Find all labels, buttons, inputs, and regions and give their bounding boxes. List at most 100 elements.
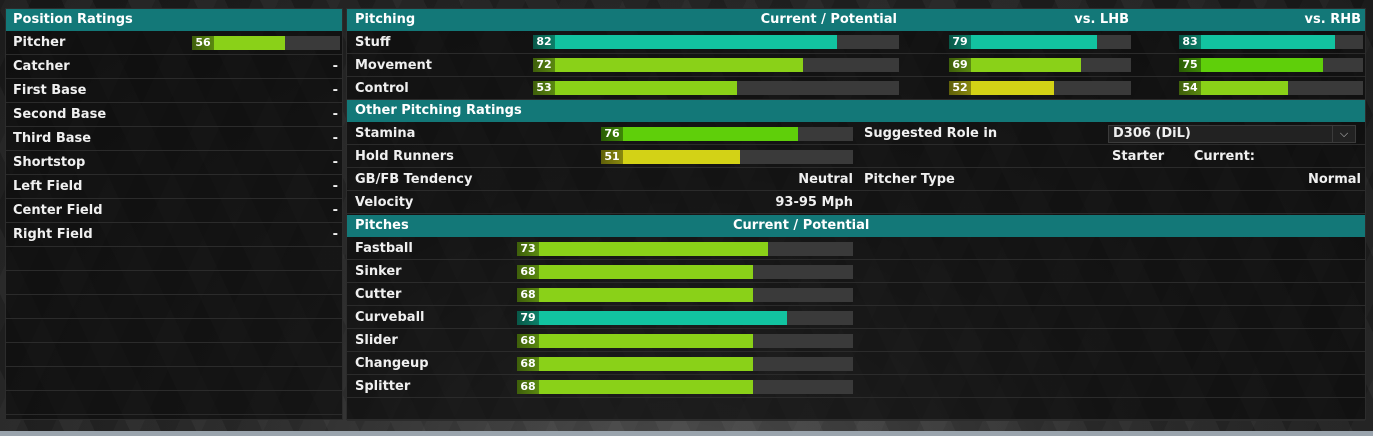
current-role-value: Starter: [1112, 149, 1165, 164]
position-row-first-base: First Base -: [6, 79, 342, 103]
other-ratings-title: Other Pitching Ratings: [355, 103, 522, 118]
empty-row: [6, 391, 342, 415]
position-label: Third Base: [13, 131, 92, 146]
suggested-role-label: Suggested Role in: [864, 126, 998, 141]
hold-runners-row: Hold Runners Current: Starter: [347, 145, 1365, 168]
vs-lhb-bar-value: 52: [949, 81, 971, 95]
empty-row: [6, 247, 342, 271]
hold-runners-label: Hold Runners: [355, 149, 454, 164]
pitch-bar-value: 68: [517, 265, 539, 279]
pitches-title: Pitches: [355, 218, 409, 233]
pitch-label: Slider: [355, 333, 398, 348]
position-value: -: [332, 227, 338, 242]
position-value: -: [332, 203, 338, 218]
vs-lhb-bar: 52: [949, 81, 1131, 95]
vs-lhb-bar-value: 79: [949, 35, 971, 49]
current-bar-value: 82: [533, 35, 555, 49]
empty-row: [6, 319, 342, 343]
pitch-bar-value: 68: [517, 288, 539, 302]
col-current-potential: Current / Potential: [760, 12, 897, 27]
pitch-bar-fill: [539, 334, 753, 348]
gbfb-value: Neutral: [798, 172, 853, 187]
current-bar: 53: [533, 81, 899, 95]
pitches-col-current: Current / Potential: [733, 218, 870, 233]
pitch-bar-fill: [539, 311, 788, 325]
position-value: -: [332, 83, 338, 98]
chevron-down-icon[interactable]: ⌵: [1332, 126, 1355, 142]
pitching-row-stuff: Stuff 82 79 83: [347, 31, 1365, 54]
current-bar-fill: [555, 58, 803, 72]
vs-lhb-bar-value: 69: [949, 58, 971, 72]
pitch-row-changeup: Changeup 68: [347, 352, 1365, 375]
vs-lhb-bar: 79: [949, 35, 1131, 49]
other-ratings-header: Other Pitching Ratings: [347, 100, 1365, 122]
vs-rhb-bar-fill: [1201, 35, 1336, 49]
gbfb-row: GB/FB Tendency Neutral Pitcher Type Norm…: [347, 168, 1365, 191]
velocity-row: Velocity 93-95 Mph: [347, 191, 1365, 214]
vs-lhb-bar-fill: [971, 81, 1055, 95]
position-label: Right Field: [13, 227, 93, 242]
position-label: Left Field: [13, 179, 83, 194]
pitch-label: Cutter: [355, 287, 402, 302]
vs-rhb-bar-value: 54: [1179, 81, 1201, 95]
stamina-bar: 76: [601, 127, 853, 141]
position-rating-bar-value: 56: [192, 36, 214, 50]
position-value: -: [332, 107, 338, 122]
pitch-bar: 68: [517, 288, 853, 302]
pitch-bar: 68: [517, 334, 853, 348]
col-vs-rhb: vs. RHB: [1304, 12, 1361, 27]
stamina-row: Stamina: [347, 122, 1365, 145]
suggested-role-value: D306 (DiL): [1113, 126, 1191, 141]
position-row-catcher: Catcher -: [6, 55, 342, 79]
pitches-header: Pitches Current / Potential: [347, 215, 1365, 237]
bottom-scrollbar[interactable]: [0, 431, 1373, 436]
empty-row: [6, 367, 342, 391]
position-ratings-panel: Position Ratings Pitcher 56 Catcher - First …: [5, 8, 343, 420]
suggested-role-dropdown[interactable]: D306 (DiL) ⌵: [1108, 125, 1356, 143]
pitch-bar-fill: [539, 265, 753, 279]
empty-row: [6, 271, 342, 295]
pitch-bar-value: 68: [517, 357, 539, 371]
pitching-label: Control: [355, 81, 409, 96]
pitch-bar-fill: [539, 357, 753, 371]
hold-runners-bar-value: 51: [601, 150, 623, 164]
position-row-second-base: Second Base -: [6, 103, 342, 127]
pitching-panel: Pitching Current / Potential vs. LHB vs.…: [346, 8, 1366, 421]
vs-rhb-bar: 75: [1179, 58, 1363, 72]
pitch-row-cutter: Cutter 68: [347, 283, 1365, 306]
position-value: -: [332, 179, 338, 194]
vs-lhb-bar-fill: [971, 58, 1082, 72]
pitching-label: Stuff: [355, 35, 391, 50]
pitch-bar: 73: [517, 242, 853, 256]
current-bar-value: 53: [533, 81, 555, 95]
pitch-row-splitter: Splitter 68: [347, 375, 1365, 398]
position-label: Center Field: [13, 203, 103, 218]
pitching-row-movement: Movement 72 69 75: [347, 54, 1365, 77]
current-bar: 82: [533, 35, 899, 49]
col-vs-lhb: vs. LHB: [1074, 12, 1129, 27]
pitch-bar-fill: [539, 242, 769, 256]
position-ratings-header: Position Ratings: [6, 9, 342, 31]
vs-rhb-bar-fill: [1201, 58, 1323, 72]
vs-rhb-bar: 83: [1179, 35, 1363, 49]
pitching-header: Pitching Current / Potential vs. LHB vs.…: [347, 9, 1365, 31]
position-label: Pitcher: [13, 35, 66, 50]
pitching-row-control: Control 53 52 54: [347, 77, 1365, 100]
position-row-shortstop: Shortstop -: [6, 151, 342, 175]
hold-runners-bar: 51: [601, 150, 853, 164]
pitch-bar-fill: [539, 380, 753, 394]
pitch-label: Changeup: [355, 356, 429, 371]
pitch-bar-value: 73: [517, 242, 539, 256]
current-bar-fill: [555, 35, 838, 49]
pitch-bar: 68: [517, 357, 853, 371]
stamina-bar-value: 76: [601, 127, 623, 141]
vs-lhb-bar: 69: [949, 58, 1131, 72]
empty-row: [347, 398, 1365, 421]
pitcher-type-value: Normal: [1308, 172, 1361, 187]
vs-lhb-bar-fill: [971, 35, 1098, 49]
gbfb-label: GB/FB Tendency: [355, 172, 473, 187]
pitch-row-slider: Slider 68: [347, 329, 1365, 352]
pitch-label: Sinker: [355, 264, 402, 279]
current-role-label: Current:: [1193, 149, 1255, 164]
pitch-bar-value: 68: [517, 334, 539, 348]
